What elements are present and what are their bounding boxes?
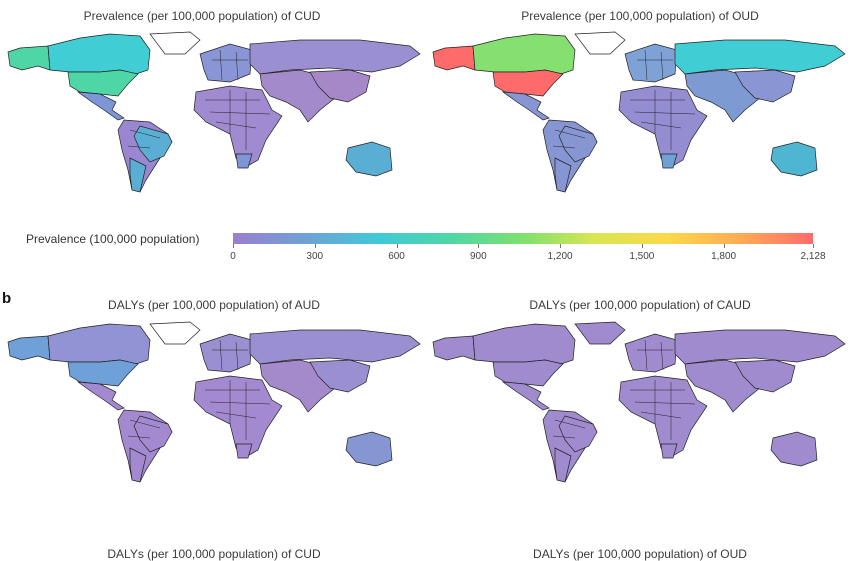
region-mx xyxy=(76,91,125,121)
map-cud-prevalence xyxy=(0,30,425,200)
colorbar-tick xyxy=(723,244,725,248)
region-br xyxy=(133,125,173,163)
region-br xyxy=(558,125,598,163)
region-mx xyxy=(501,381,550,411)
region-au xyxy=(345,141,393,177)
region-af xyxy=(618,85,708,169)
region-na_ak xyxy=(432,45,476,71)
region-cn xyxy=(309,359,371,393)
colorbar-tick-label: 300 xyxy=(306,251,324,262)
map-title-caud-dalys: DALYs (per 100,000 population) of CAUD xyxy=(529,298,751,312)
colorbar-tick xyxy=(396,244,398,248)
region-na_us xyxy=(492,69,564,97)
map-title-aud-dalys: DALYs (per 100,000 population) of AUD xyxy=(108,298,320,312)
colorbar-tick-label: 600 xyxy=(388,251,405,262)
region-na_ak xyxy=(432,335,476,361)
region-ru xyxy=(249,329,421,365)
region-na_ca xyxy=(472,323,576,365)
colorbar-tick xyxy=(478,244,480,248)
region-au xyxy=(770,141,818,177)
region-za xyxy=(660,443,678,459)
region-eu xyxy=(199,43,253,83)
region-za xyxy=(235,443,253,459)
region-na_us xyxy=(67,69,139,97)
region-af xyxy=(193,375,283,459)
panel-letter-b: b xyxy=(2,290,12,307)
map-oud-prevalence xyxy=(425,30,850,200)
map-caud-dalys xyxy=(425,320,850,490)
region-na_us xyxy=(67,359,139,387)
region-cn xyxy=(309,69,371,103)
region-mx xyxy=(76,381,125,411)
region-na_ak xyxy=(7,335,51,361)
colorbar-tick xyxy=(560,244,562,248)
region-ar xyxy=(554,447,572,483)
region-mx xyxy=(501,91,550,121)
region-af xyxy=(618,375,708,459)
colorbar-tick-label: 2,128 xyxy=(800,251,826,262)
colorbar-tick-label: 1,800 xyxy=(711,251,737,262)
region-na_us xyxy=(492,359,564,387)
colorbar-tick xyxy=(813,244,814,248)
region-za xyxy=(235,153,253,169)
region-au xyxy=(345,431,393,467)
region-cn xyxy=(734,69,796,103)
region-na_ca xyxy=(47,33,151,75)
colorbar-tick-label: 0 xyxy=(230,251,236,262)
map-title-oud-prevalence: Prevalence (per 100,000 population) of O… xyxy=(521,9,759,23)
region-au xyxy=(770,431,818,467)
region-ar xyxy=(129,157,147,193)
colorbar-tick-label: 1,200 xyxy=(547,251,573,262)
map-aud-dalys xyxy=(0,320,425,490)
region-ru xyxy=(674,329,846,365)
region-na_ca xyxy=(47,323,151,365)
region-eu xyxy=(624,333,678,373)
region-eu xyxy=(199,333,253,373)
map-title-cud-prevalence: Prevalence (per 100,000 population) of C… xyxy=(83,9,321,23)
region-br xyxy=(133,415,173,453)
region-af xyxy=(193,85,283,169)
colorbar-label: Prevalence (100,000 population) xyxy=(26,232,200,246)
colorbar-tick-label: 1,500 xyxy=(629,251,655,262)
region-eu xyxy=(624,43,678,83)
region-na_ak xyxy=(7,45,51,71)
region-ar xyxy=(554,157,572,193)
colorbar-tick-label: 900 xyxy=(469,251,487,262)
region-ru xyxy=(674,39,846,75)
region-na_ca xyxy=(472,33,576,75)
region-gl xyxy=(149,31,201,55)
region-za xyxy=(660,153,678,169)
colorbar-tick xyxy=(233,244,234,248)
region-gl xyxy=(574,31,626,55)
region-gl xyxy=(574,321,626,345)
region-ru xyxy=(249,39,421,75)
region-gl xyxy=(149,321,201,345)
colorbar-tick xyxy=(314,244,316,248)
map-title-cud-dalys: DALYs (per 100,000 population) of CUD xyxy=(107,547,321,561)
region-cn xyxy=(734,359,796,393)
region-br xyxy=(558,415,598,453)
region-ar xyxy=(129,447,147,483)
colorbar-gradient xyxy=(233,233,813,244)
map-title-oud-dalys: DALYs (per 100,000 population) of OUD xyxy=(533,547,747,561)
colorbar-tick xyxy=(641,244,643,248)
